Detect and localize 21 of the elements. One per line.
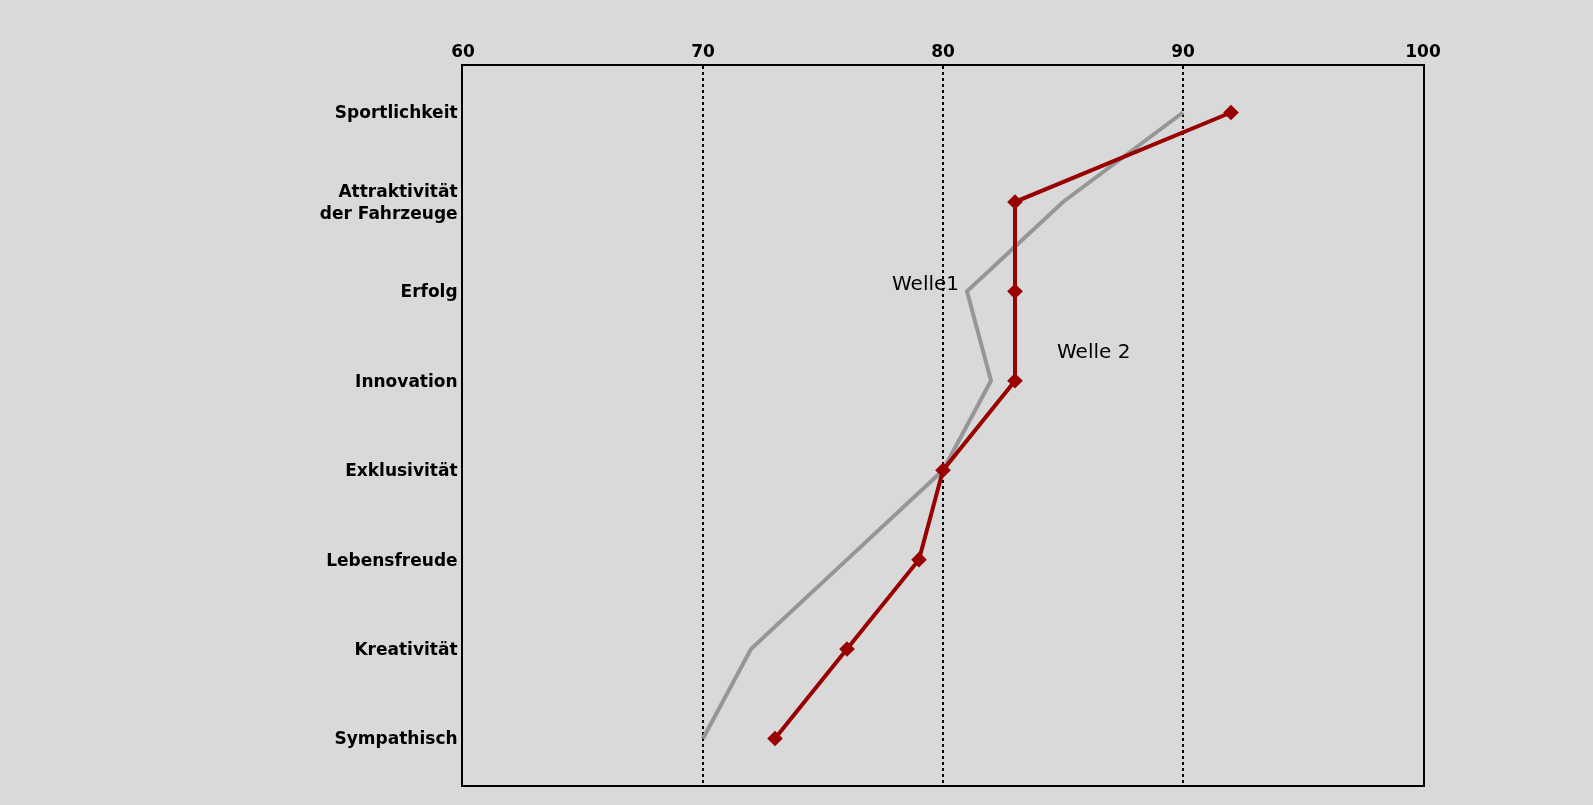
point: [935, 462, 951, 479]
y-tick-label: Sportlichkeit: [334, 102, 458, 123]
x-tick-label: 90: [1171, 41, 1195, 62]
point: [839, 641, 855, 657]
x-tick-label: 60: [451, 41, 475, 62]
y-tick-label: Exklusivität: [345, 460, 458, 481]
y-tick-label: Innovation: [355, 370, 458, 391]
y-tick-label: Attraktivität der Fahrzeuge: [319, 180, 458, 223]
x-tick-label: 80: [931, 41, 955, 62]
point: [911, 551, 927, 568]
x-tick-label: 100: [1405, 41, 1441, 62]
point: [1007, 194, 1023, 210]
y-tick-label: Sympathisch: [334, 728, 458, 749]
x-tick-label: 70: [691, 41, 715, 62]
y-tick-label: Lebensfreude: [326, 549, 458, 570]
y-tick-label: Erfolg: [400, 281, 458, 302]
point: [1223, 104, 1239, 121]
y-tick-label: Kreativität: [354, 639, 458, 660]
series-label: Welle 2: [1057, 339, 1131, 363]
series-label: Welle1: [892, 271, 960, 295]
point: [767, 730, 783, 747]
